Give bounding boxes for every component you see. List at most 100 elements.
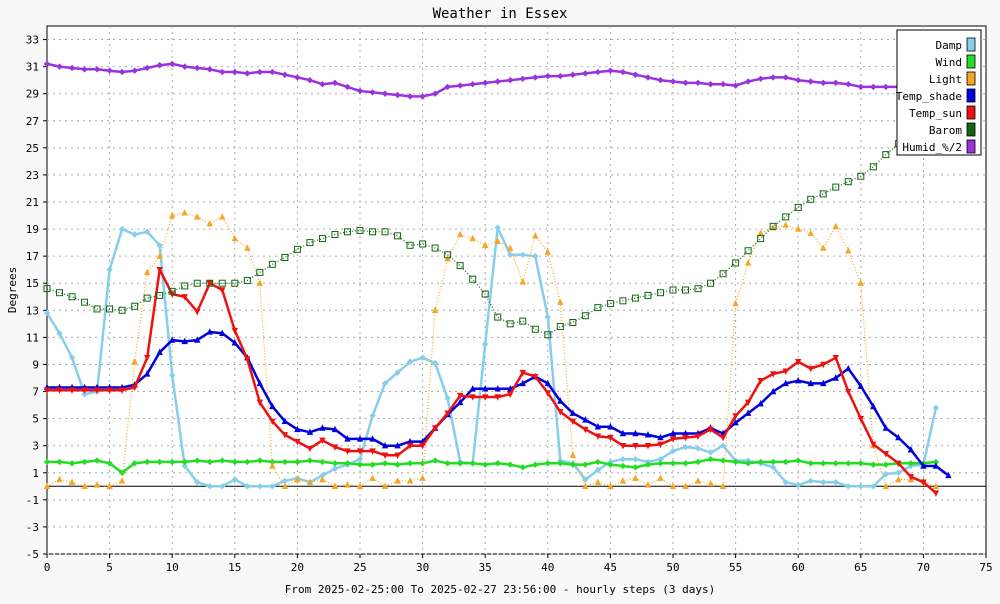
x-tick-label: 40 (541, 561, 554, 574)
data-point (218, 279, 226, 287)
data-point (369, 435, 376, 442)
data-point (343, 228, 351, 236)
series-wind (43, 456, 940, 476)
data-point (795, 359, 802, 366)
data-point (769, 371, 777, 378)
data-point (93, 481, 101, 488)
data-point (657, 76, 664, 84)
data-point (469, 394, 476, 401)
data-point (795, 377, 802, 384)
data-point (744, 399, 752, 407)
data-point (406, 442, 414, 450)
data-point (118, 477, 126, 484)
data-point (820, 361, 827, 369)
data-point (331, 482, 339, 490)
series-temp-shade (43, 328, 952, 479)
legend-label: Light (929, 73, 962, 86)
data-point (56, 387, 63, 394)
x-tick-label: 55 (729, 561, 742, 574)
data-point (444, 83, 451, 91)
data-point (319, 475, 326, 483)
data-point (281, 254, 289, 262)
data-point (456, 82, 464, 89)
x-tick-label: 65 (854, 561, 867, 574)
data-point (832, 222, 839, 230)
data-point (344, 448, 351, 455)
data-point (118, 306, 126, 314)
data-point (682, 434, 689, 442)
data-point (294, 458, 301, 466)
data-point (381, 90, 389, 97)
data-point (143, 228, 151, 235)
series-barom (43, 117, 940, 339)
data-point (444, 460, 451, 467)
data-point (519, 464, 526, 471)
data-point (244, 244, 251, 251)
data-point (719, 457, 727, 464)
data-point (181, 63, 188, 70)
data-point (732, 418, 739, 426)
data-point (194, 479, 201, 486)
y-tick-label: 21 (26, 196, 39, 209)
legend-swatch (966, 54, 976, 69)
data-point (820, 479, 827, 486)
data-point (306, 428, 314, 435)
data-point (93, 66, 101, 73)
data-point (319, 81, 326, 88)
x-axis-label: From 2025-02-25:00 To 2025-02-27 23:56:0… (285, 583, 715, 596)
data-point (494, 313, 502, 321)
data-point (582, 461, 589, 468)
y-tick-label: 1 (32, 467, 39, 480)
data-point (469, 81, 476, 88)
data-point (331, 79, 339, 87)
data-point (569, 451, 577, 458)
data-point (406, 241, 414, 249)
data-point (932, 490, 940, 497)
data-point (344, 460, 351, 467)
data-point (557, 409, 564, 416)
data-point (920, 462, 927, 469)
data-point (532, 252, 539, 260)
data-point (506, 320, 514, 328)
data-point (569, 461, 577, 468)
x-tick-label: 5 (106, 561, 113, 574)
data-point (169, 60, 176, 68)
data-point (331, 230, 339, 238)
data-point (582, 426, 589, 434)
data-point (494, 224, 501, 231)
data-point (469, 460, 476, 467)
data-point (669, 460, 677, 467)
data-point (882, 424, 890, 431)
data-point (769, 74, 777, 81)
data-point (732, 299, 739, 307)
data-point (619, 68, 627, 76)
data-point (469, 385, 476, 392)
data-point (544, 248, 551, 255)
data-point (106, 67, 113, 74)
data-point (857, 415, 864, 423)
data-point (56, 475, 63, 483)
data-point (494, 237, 501, 244)
data-point (920, 479, 927, 486)
data-point (406, 93, 414, 100)
data-point (231, 279, 239, 287)
data-point (256, 379, 264, 387)
data-point (269, 68, 276, 76)
data-point (820, 244, 827, 251)
plot-area (46, 25, 987, 555)
data-point (832, 479, 839, 486)
data-point (118, 387, 126, 394)
data-point (482, 385, 489, 392)
data-point (744, 78, 752, 85)
data-point (707, 426, 714, 434)
y-tick-label: 15 (26, 277, 39, 290)
data-point (682, 460, 689, 467)
data-point (519, 278, 526, 285)
data-point (707, 456, 714, 463)
data-point (732, 458, 739, 466)
data-point (231, 458, 238, 466)
data-point (256, 457, 264, 464)
data-point (807, 365, 814, 373)
data-point (582, 416, 589, 423)
data-point (206, 483, 213, 490)
